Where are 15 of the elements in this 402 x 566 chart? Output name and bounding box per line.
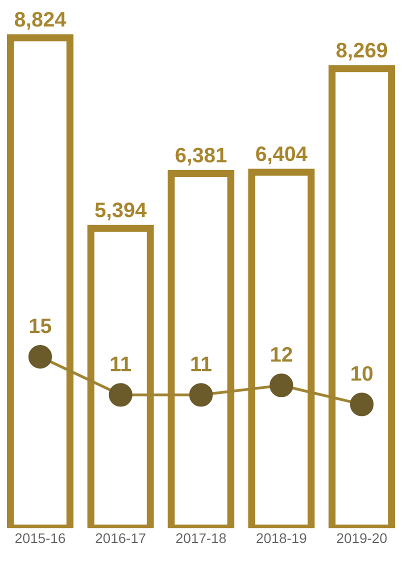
x-tick-label: 2019-20 [337, 533, 387, 544]
x-tick-label: 2018-19 [256, 533, 306, 544]
x-tick-label: 2017-18 [176, 533, 226, 544]
data-label: 12 [271, 347, 292, 362]
data-label: 10 [352, 366, 373, 381]
data-label: 8,824 [14, 12, 66, 30]
data-label: 11 [191, 356, 212, 372]
data-label: 8,269 [336, 42, 388, 61]
data-label: 6,381 [176, 148, 226, 166]
x-tick-label: 2015-16 [15, 533, 66, 544]
data-label: 15 [30, 318, 52, 334]
data-label: 11 [110, 356, 132, 372]
data-label: 6,404 [256, 146, 308, 164]
x-tick-label: 2016-17 [96, 533, 146, 544]
data-label: 5,394 [95, 202, 147, 220]
